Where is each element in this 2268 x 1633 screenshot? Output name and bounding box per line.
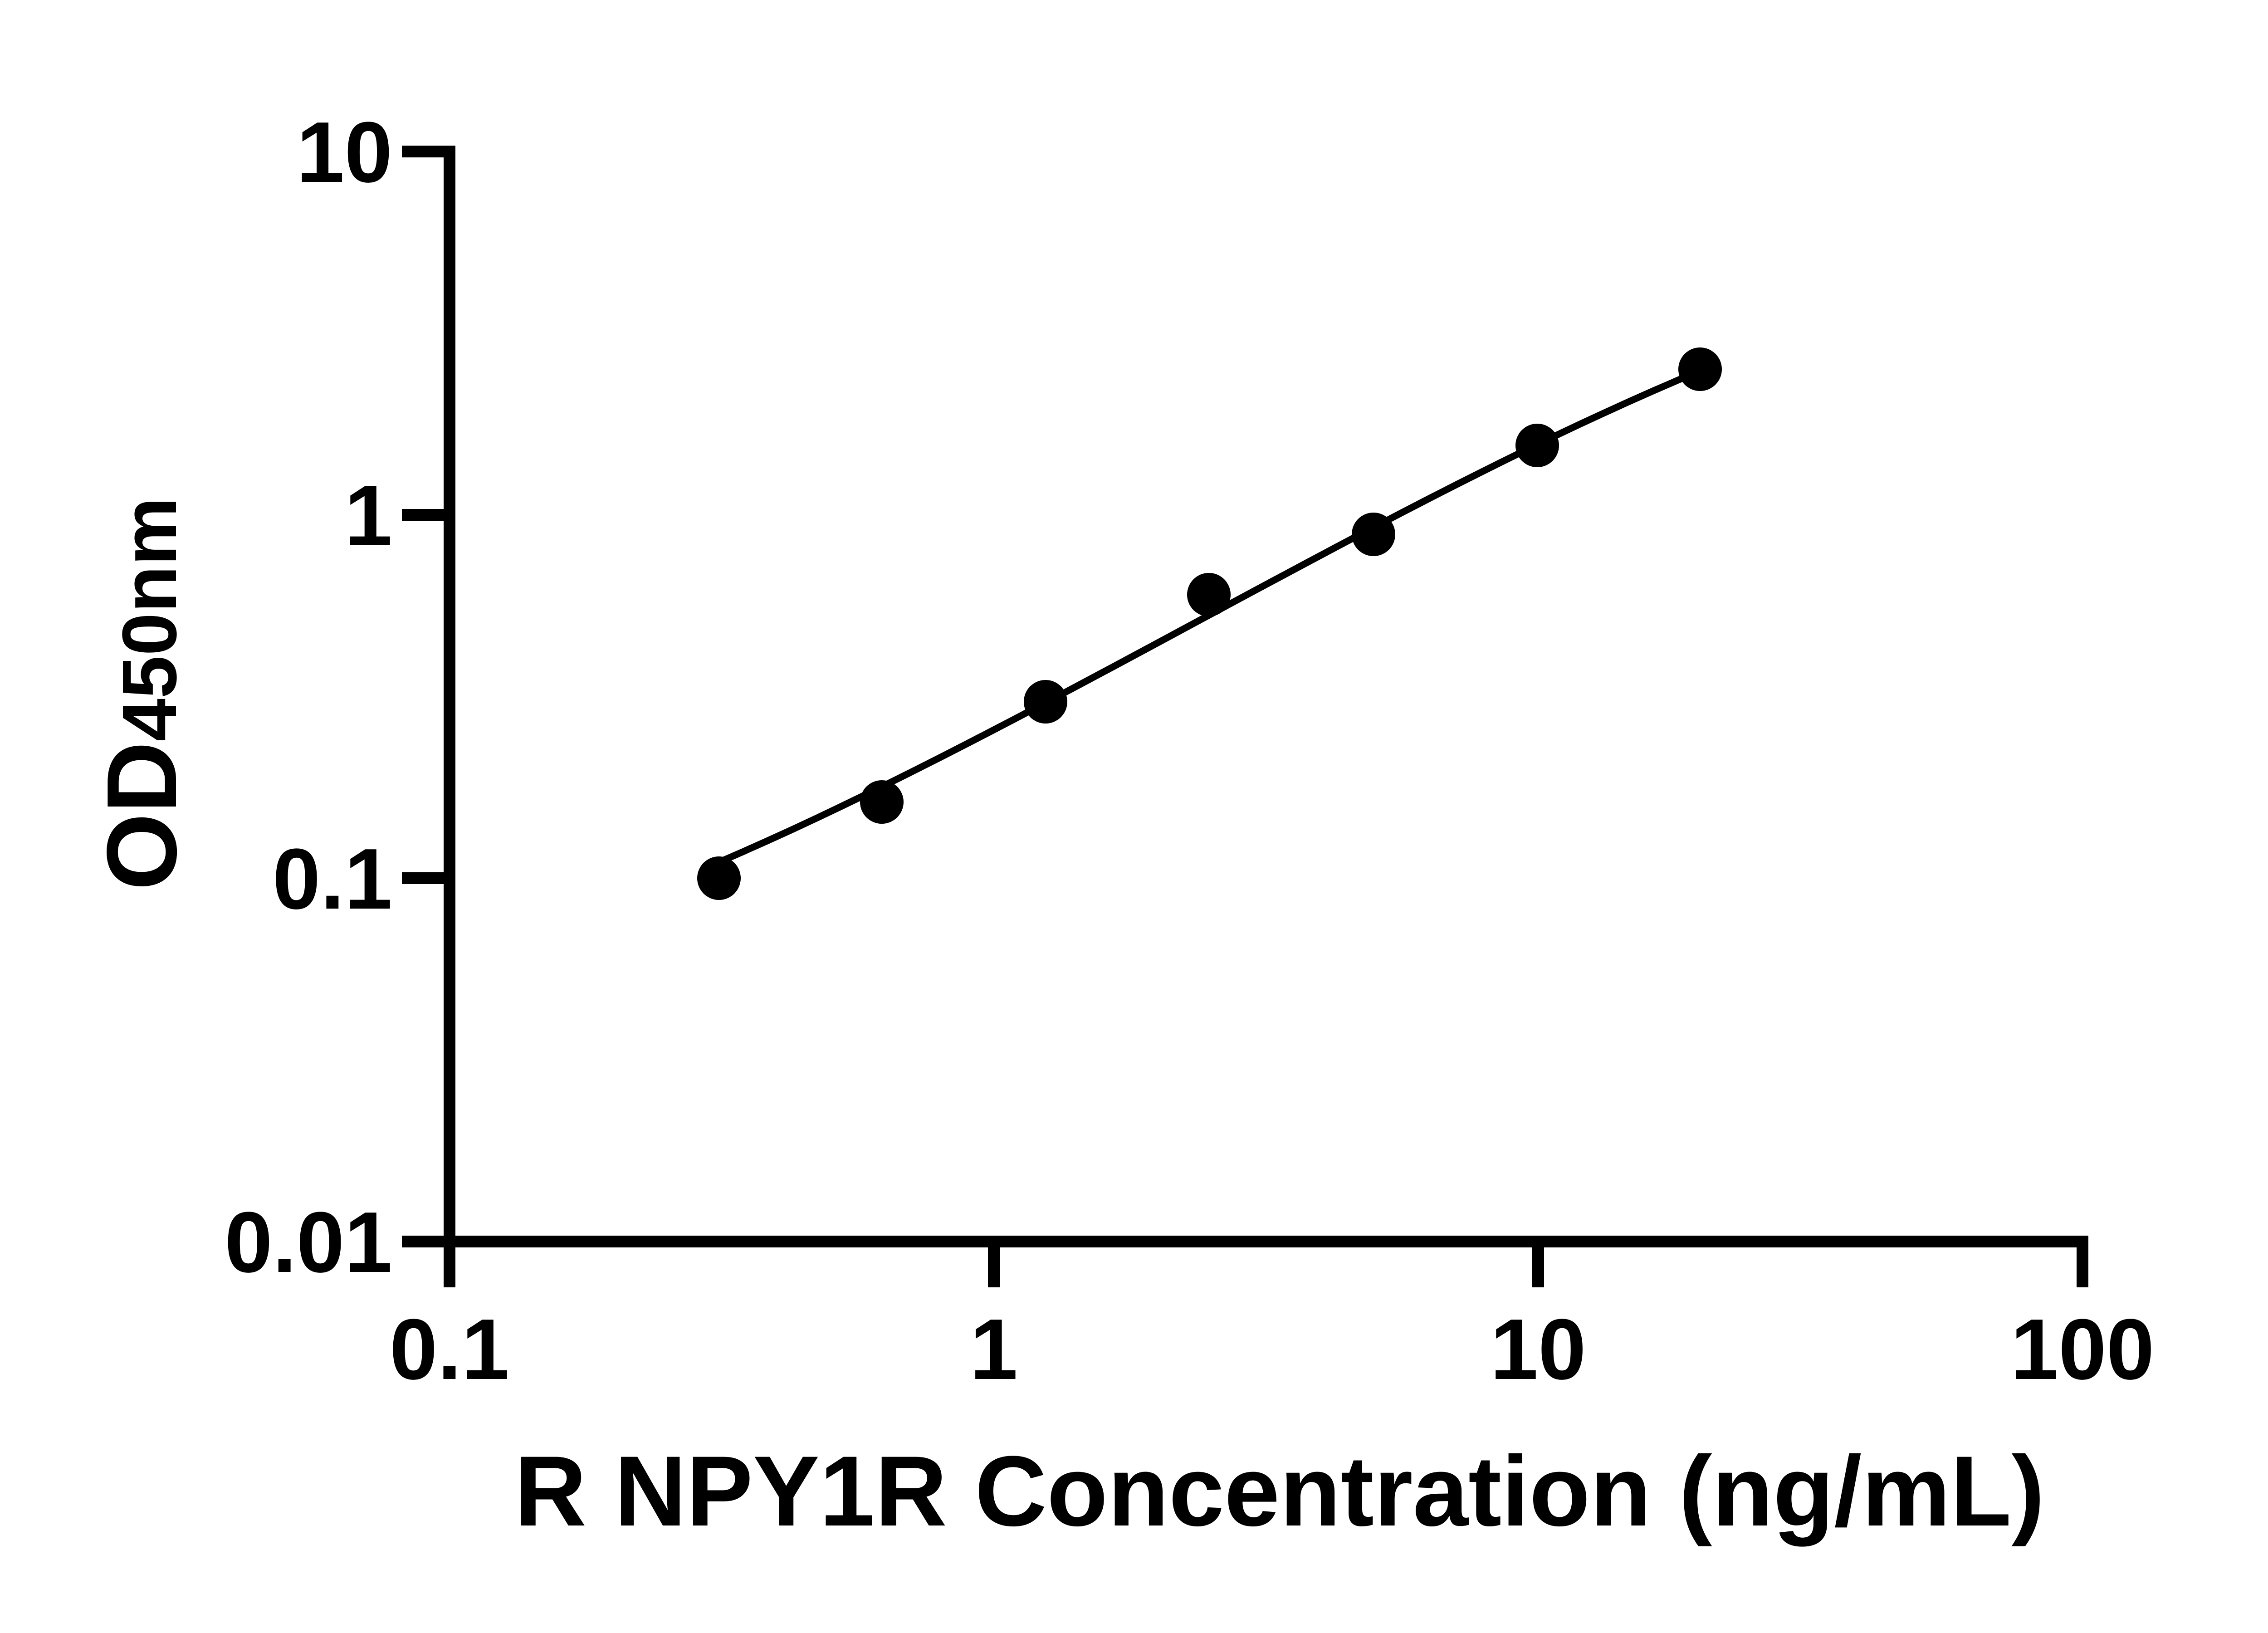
svg-text:0.1: 0.1 [273,831,392,927]
svg-text:10: 10 [297,104,392,200]
svg-text:10: 10 [1490,1301,1586,1398]
svg-text:1: 1 [970,1301,1018,1398]
svg-text:1: 1 [344,468,392,564]
svg-text:100: 100 [2010,1301,2154,1398]
svg-text:R NPY1R Concentration (ng/mL): R NPY1R Concentration (ng/mL) [514,1435,2044,1547]
svg-text:0.01: 0.01 [225,1194,392,1291]
svg-text:0.1: 0.1 [390,1301,509,1398]
